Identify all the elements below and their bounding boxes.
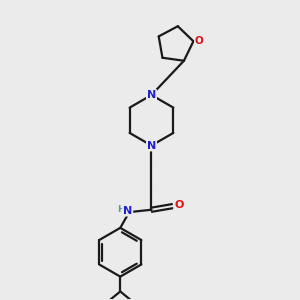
Text: N: N: [147, 140, 156, 151]
Text: O: O: [195, 36, 204, 46]
Text: N: N: [123, 206, 132, 216]
Text: O: O: [174, 200, 184, 210]
Text: H: H: [117, 205, 125, 214]
Text: N: N: [147, 90, 156, 100]
